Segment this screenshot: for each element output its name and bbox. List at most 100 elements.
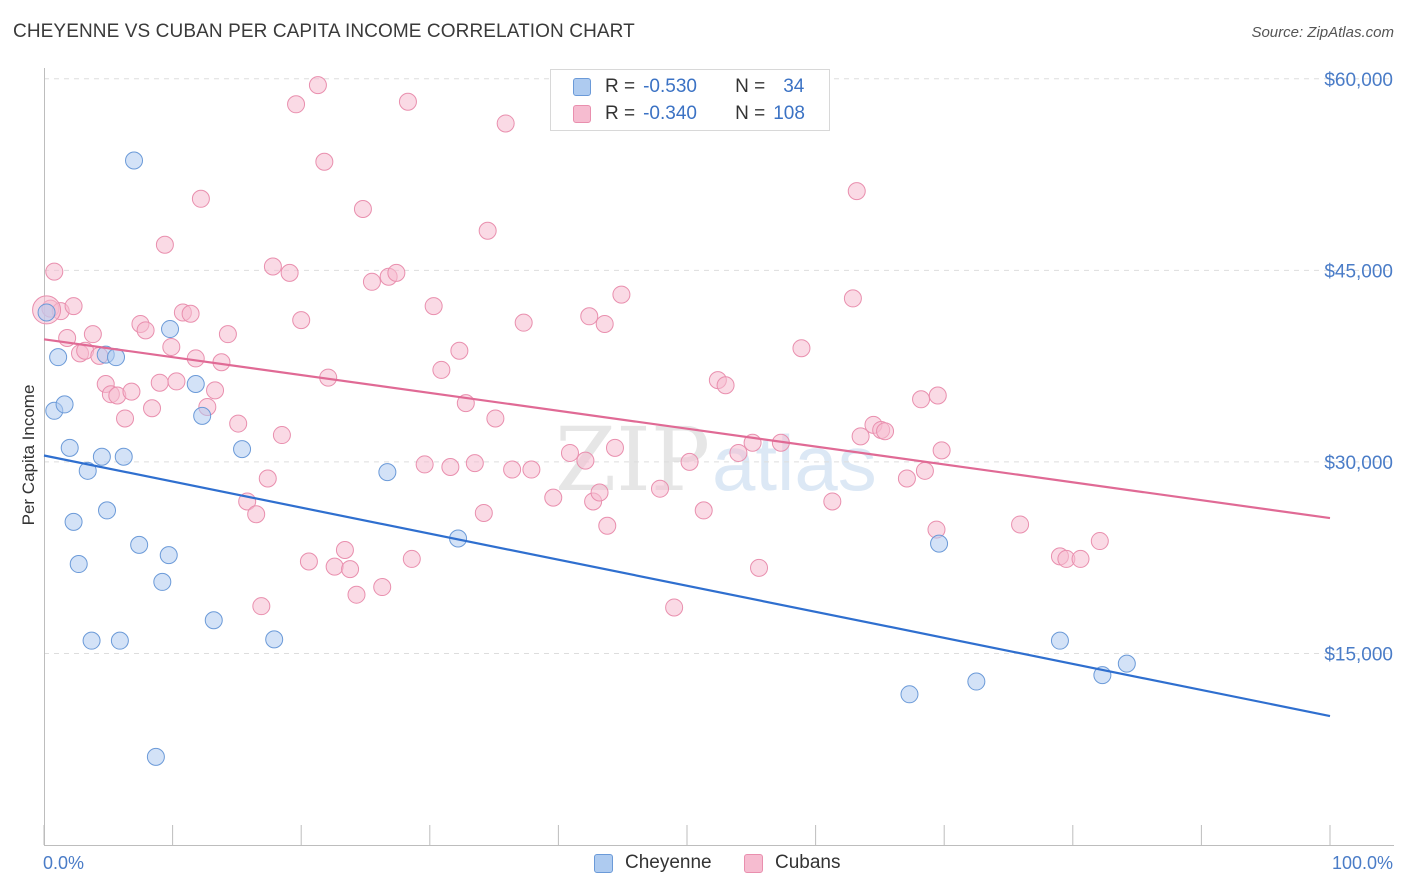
cheyenne-point xyxy=(233,440,252,459)
legend-r-label: R = xyxy=(605,103,636,124)
cubans-point xyxy=(136,321,155,340)
cubans-point xyxy=(544,488,563,507)
y-tick-labels: $15,000 $30,000 $45,000 $60,000 xyxy=(1324,70,1393,666)
bottom-legend-label-cheyenne: Cheyenne xyxy=(625,852,712,873)
legend-swatch-cubans xyxy=(573,105,591,123)
cubans-point xyxy=(503,460,522,479)
cheyenne-point xyxy=(69,555,88,574)
source-credit: Source: ZipAtlas.com xyxy=(1251,24,1394,41)
cheyenne-point xyxy=(125,151,144,170)
cubans-point xyxy=(522,460,541,479)
cubans-point xyxy=(486,409,505,428)
cubans-point xyxy=(272,426,291,445)
cubans-point xyxy=(116,409,135,428)
bottom-legend-label-cubans: Cubans xyxy=(775,852,841,873)
cubans-point xyxy=(729,443,748,462)
cubans-point xyxy=(823,492,842,511)
legend-row-cheyenne: R = -0.530 N = 34 xyxy=(573,75,804,99)
trend-lines xyxy=(43,338,1331,718)
cubans-point xyxy=(750,558,769,577)
bottom-legend-cheyenne: Cheyenne xyxy=(594,852,712,874)
cheyenne-point xyxy=(378,463,397,482)
cubans-point xyxy=(387,263,406,282)
cubans-point xyxy=(83,325,102,344)
cubans-point xyxy=(325,557,344,576)
cubans-point xyxy=(1071,549,1090,568)
cubans-point xyxy=(353,200,372,219)
cubans-point xyxy=(843,289,862,308)
cheyenne-trend-line xyxy=(43,454,1331,718)
y-tick-label: $30,000 xyxy=(1324,453,1393,474)
cubans-point xyxy=(186,349,205,368)
cheyenne-point xyxy=(161,320,180,339)
cheyenne-point xyxy=(186,374,205,393)
cubans-point xyxy=(792,339,811,358)
cheyenne-point xyxy=(130,535,149,554)
cubans-point xyxy=(292,311,311,330)
cubans-point xyxy=(612,285,631,304)
y-tick-label: $15,000 xyxy=(1324,644,1393,665)
cubans-point xyxy=(181,304,200,323)
bottom-legend-cubans: Cubans xyxy=(744,852,841,874)
cheyenne-point xyxy=(82,631,101,650)
cheyenne-point xyxy=(78,461,97,480)
cubans-point xyxy=(1090,532,1109,551)
cubans-point xyxy=(680,452,699,471)
cubans-point xyxy=(605,438,624,457)
cubans-point xyxy=(280,263,299,282)
cubans-point xyxy=(465,454,484,473)
cheyenne-point xyxy=(60,438,79,457)
cubans-point xyxy=(694,501,713,520)
y-tick-label: $45,000 xyxy=(1324,261,1393,282)
legend-row-cubans: R = -0.340 N = 108 xyxy=(573,102,805,126)
x-ticks xyxy=(43,825,1331,845)
cheyenne-point xyxy=(98,501,117,520)
cubans-point xyxy=(218,325,237,344)
legend-n-label: N = xyxy=(735,76,766,97)
cubans-point xyxy=(155,235,174,254)
correlation-legend: R = -0.530 N = 34 R = -0.340 N = 108 xyxy=(550,69,830,131)
cubans-point xyxy=(1011,515,1030,534)
legend-swatch-cheyenne xyxy=(573,78,591,96)
cubans-point xyxy=(478,221,497,240)
cubans-point xyxy=(252,597,271,616)
cubans-point xyxy=(263,257,282,276)
cubans-point xyxy=(287,95,306,114)
cheyenne-point xyxy=(64,512,83,531)
cubans-point xyxy=(576,451,595,470)
cubans-point xyxy=(206,381,225,400)
cheyenne-point xyxy=(153,572,172,591)
chart-title: CHEYENNE VS CUBAN PER CAPITA INCOME CORR… xyxy=(13,21,635,42)
watermark-atlas: atlas xyxy=(712,419,877,507)
legend-n-label: N = xyxy=(735,103,766,124)
cheyenne-point xyxy=(37,303,56,322)
cubans-point xyxy=(580,307,599,326)
cubans-point xyxy=(167,372,186,391)
y-axis-label: Per Capita Income xyxy=(19,385,38,526)
cheyenne-point xyxy=(1117,654,1136,673)
legend-r-value: -0.530 xyxy=(643,76,697,97)
cubans-point xyxy=(474,503,493,522)
cubans-point xyxy=(402,549,421,568)
cheyenne-point xyxy=(114,447,133,466)
cubans-point xyxy=(847,182,866,201)
cubans-point xyxy=(665,598,684,617)
cubans-point xyxy=(876,422,895,441)
cubans-point xyxy=(415,455,434,474)
cubans-point xyxy=(122,382,141,401)
cheyenne-point xyxy=(110,631,129,650)
cheyenne-point xyxy=(92,447,111,466)
cubans-point xyxy=(932,441,951,460)
cubans-point xyxy=(64,297,83,316)
cubans-point xyxy=(915,461,934,480)
cubans-point xyxy=(299,552,318,571)
cubans-point xyxy=(595,314,614,333)
cubans-point xyxy=(928,386,947,405)
cubans-point xyxy=(335,540,354,559)
x-tick-label-min: 0.0% xyxy=(43,853,84,873)
cubans-point xyxy=(716,376,735,395)
cheyenne-points xyxy=(37,151,1136,766)
cubans-point xyxy=(424,297,443,316)
cubans-point xyxy=(362,272,381,291)
cubans-point xyxy=(191,189,210,208)
